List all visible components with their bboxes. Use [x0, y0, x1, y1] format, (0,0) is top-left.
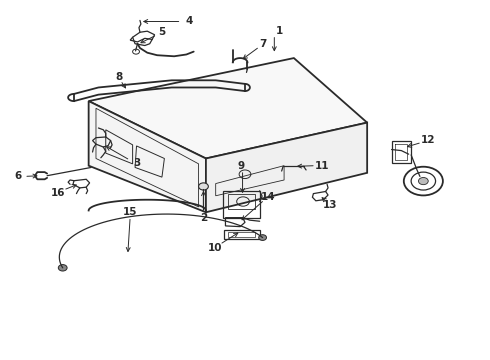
Polygon shape: [206, 123, 367, 212]
Text: 13: 13: [323, 200, 338, 210]
Polygon shape: [89, 101, 206, 212]
Polygon shape: [89, 58, 367, 158]
Text: 4: 4: [185, 17, 193, 27]
Text: 15: 15: [123, 207, 137, 217]
Circle shape: [259, 235, 267, 240]
Text: 5: 5: [158, 27, 166, 37]
Text: 16: 16: [51, 188, 66, 198]
Text: 14: 14: [261, 192, 276, 202]
Text: 11: 11: [315, 161, 329, 171]
Circle shape: [198, 183, 208, 190]
Text: 12: 12: [421, 135, 436, 145]
Circle shape: [418, 177, 428, 185]
Text: 3: 3: [133, 158, 140, 168]
Text: 10: 10: [207, 243, 222, 253]
Circle shape: [58, 265, 67, 271]
Text: 7: 7: [259, 39, 266, 49]
Text: 6: 6: [15, 171, 22, 181]
Text: 1: 1: [275, 26, 283, 36]
Text: 9: 9: [238, 161, 245, 171]
Text: 8: 8: [116, 72, 123, 82]
Text: 2: 2: [200, 213, 207, 222]
